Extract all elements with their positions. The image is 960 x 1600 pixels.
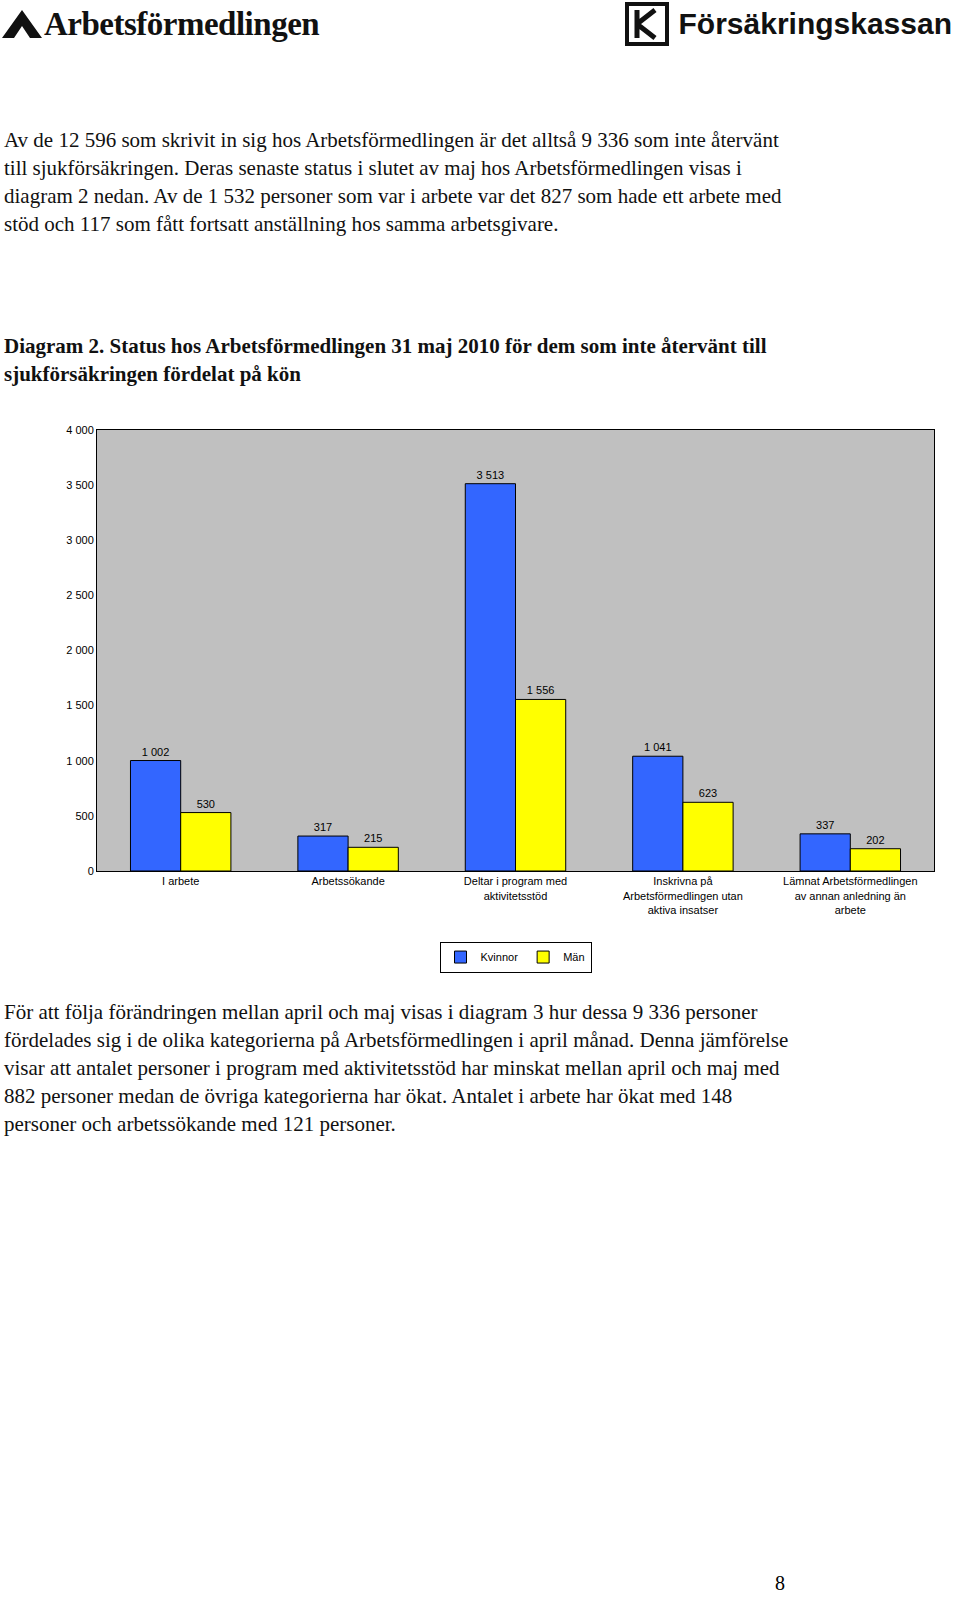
- svg-text:215: 215: [364, 832, 382, 844]
- svg-text:1 041: 1 041: [644, 741, 672, 753]
- svg-text:530: 530: [197, 798, 215, 810]
- html-text:Av de 12 596 som skrivit in si: Av de 12 596 som skrivit in sig hos Arbe…: [4, 128, 782, 236]
- svg-text:1 556: 1 556: [527, 684, 555, 696]
- svg-text:3 513: 3 513: [477, 469, 505, 481]
- svg-text:1 000: 1 000: [66, 755, 94, 767]
- svg-text:Män: Män: [563, 951, 584, 963]
- svg-text:1 500: 1 500: [66, 699, 94, 711]
- html-text:Diagram 2. Status hos Arbetsfö: Diagram 2. Status hos Arbetsförmedlingen…: [4, 334, 767, 386]
- svg-text:4 000: 4 000: [66, 424, 94, 436]
- svg-text:Kvinnor: Kvinnor: [481, 951, 519, 963]
- svg-text:Inskrivna påArbetsförmedlingen: Inskrivna påArbetsförmedlingen utanaktiv…: [623, 875, 743, 916]
- svg-text:2 500: 2 500: [66, 589, 94, 601]
- html-text:För att följa förändringen mel: För att följa förändringen mellan april …: [4, 1000, 789, 1136]
- html-text:Försäkringskassan: Försäkringskassan: [678, 7, 952, 40]
- svg-text:500: 500: [75, 810, 93, 822]
- svg-text:317: 317: [314, 821, 332, 833]
- svg-text:3 500: 3 500: [66, 479, 94, 491]
- svg-text:337: 337: [816, 819, 834, 831]
- svg-text:Lämnat Arbetsförmedlingenav an: Lämnat Arbetsförmedlingenav annan anledn…: [783, 875, 918, 916]
- svg-text:Deltar i program medaktivitets: Deltar i program medaktivitetsstöd: [464, 875, 567, 901]
- svg-text:2 000: 2 000: [66, 644, 94, 656]
- svg-text:623: 623: [699, 787, 717, 799]
- svg-text:Arbetssökande: Arbetssökande: [311, 875, 384, 887]
- svg-text:3 000: 3 000: [66, 534, 94, 546]
- svg-text:1 002: 1 002: [142, 746, 170, 758]
- svg-text:I arbete: I arbete: [162, 875, 199, 887]
- svg-text:202: 202: [866, 834, 884, 846]
- svg-text:0: 0: [88, 865, 94, 877]
- html-text:8: 8: [775, 1572, 785, 1594]
- html-text:Arbetsförmedlingen: Arbetsförmedlingen: [44, 5, 320, 42]
